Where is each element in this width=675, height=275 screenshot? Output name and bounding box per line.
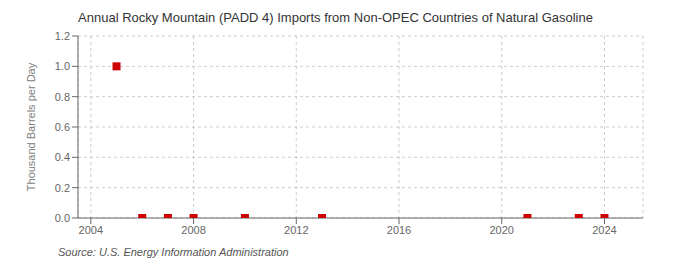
svg-text:2012: 2012 (284, 224, 308, 236)
svg-text:0.2: 0.2 (55, 182, 70, 194)
svg-text:0.8: 0.8 (55, 91, 70, 103)
svg-text:2008: 2008 (181, 224, 205, 236)
svg-text:0.0: 0.0 (55, 212, 70, 224)
html-text:Source: U.S. Energy Informatio: Source: U.S. Energy Information Administ… (58, 246, 289, 258)
svg-text:2024: 2024 (592, 224, 616, 236)
svg-text:2004: 2004 (79, 224, 103, 236)
html-text:Annual Rocky Mountain (PADD 4): Annual Rocky Mountain (PADD 4) Imports f… (78, 10, 593, 25)
svg-text:1.2: 1.2 (55, 30, 70, 42)
svg-text:0.6: 0.6 (55, 121, 70, 133)
svg-text:2016: 2016 (387, 224, 411, 236)
svg-text:1.0: 1.0 (55, 60, 70, 72)
svg-text:0.4: 0.4 (55, 151, 70, 163)
svg-text:2020: 2020 (490, 224, 514, 236)
svg-text:Thousand Barrels per Day: Thousand Barrels per Day (25, 62, 37, 191)
